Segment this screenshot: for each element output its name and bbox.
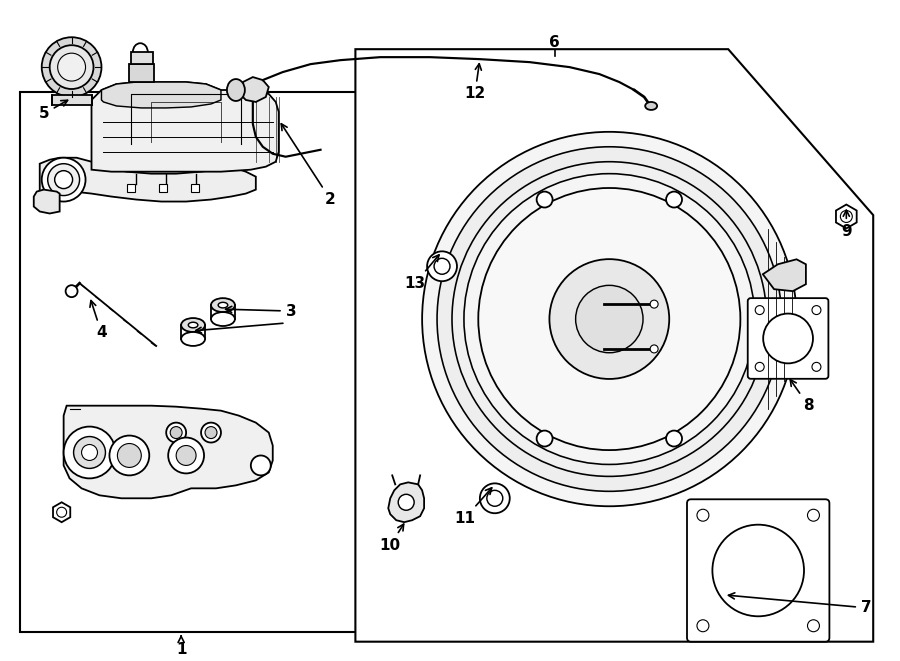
- Circle shape: [168, 438, 204, 473]
- Circle shape: [536, 192, 553, 208]
- Circle shape: [58, 53, 86, 81]
- Circle shape: [117, 444, 141, 467]
- Circle shape: [812, 362, 821, 371]
- Polygon shape: [34, 190, 59, 214]
- Polygon shape: [102, 82, 221, 108]
- Text: 10: 10: [380, 524, 404, 553]
- Polygon shape: [388, 483, 424, 522]
- Circle shape: [41, 37, 102, 97]
- Bar: [131, 52, 153, 64]
- Text: 11: 11: [454, 488, 491, 525]
- Bar: [159, 184, 167, 192]
- FancyBboxPatch shape: [748, 298, 828, 379]
- Polygon shape: [763, 259, 806, 291]
- Circle shape: [650, 345, 658, 353]
- Polygon shape: [92, 82, 279, 172]
- Ellipse shape: [188, 322, 198, 328]
- Circle shape: [398, 494, 414, 510]
- Polygon shape: [53, 502, 70, 522]
- Circle shape: [807, 620, 819, 632]
- Text: 13: 13: [405, 255, 439, 291]
- Bar: [191, 184, 199, 192]
- Ellipse shape: [645, 102, 657, 110]
- Text: 1: 1: [176, 636, 186, 657]
- Circle shape: [251, 455, 271, 475]
- Text: 2: 2: [282, 124, 336, 207]
- Circle shape: [170, 426, 182, 438]
- Circle shape: [166, 422, 186, 442]
- Circle shape: [57, 507, 67, 517]
- Circle shape: [487, 490, 503, 506]
- Circle shape: [478, 188, 741, 450]
- Ellipse shape: [218, 302, 228, 308]
- Circle shape: [576, 286, 643, 353]
- Circle shape: [763, 313, 813, 364]
- Ellipse shape: [227, 79, 245, 101]
- Circle shape: [666, 430, 682, 447]
- Circle shape: [549, 259, 670, 379]
- Circle shape: [55, 171, 73, 188]
- Circle shape: [697, 620, 709, 632]
- Circle shape: [434, 258, 450, 274]
- Circle shape: [82, 444, 97, 461]
- Bar: [130, 64, 154, 82]
- Ellipse shape: [211, 312, 235, 326]
- Polygon shape: [40, 158, 256, 202]
- Text: 9: 9: [841, 210, 851, 239]
- Circle shape: [176, 446, 196, 465]
- Circle shape: [74, 436, 105, 469]
- Bar: [20, 92, 356, 632]
- Circle shape: [205, 426, 217, 438]
- Circle shape: [464, 174, 755, 465]
- Circle shape: [841, 210, 852, 223]
- Polygon shape: [243, 77, 269, 102]
- Circle shape: [812, 305, 821, 315]
- Circle shape: [50, 45, 94, 89]
- Circle shape: [201, 422, 221, 442]
- Circle shape: [437, 147, 781, 491]
- Circle shape: [755, 362, 764, 371]
- Bar: [128, 184, 135, 192]
- Ellipse shape: [211, 298, 235, 312]
- Circle shape: [110, 436, 149, 475]
- Bar: [51, 95, 92, 105]
- Text: 5: 5: [39, 100, 68, 122]
- Circle shape: [755, 305, 764, 315]
- Polygon shape: [356, 49, 873, 642]
- Circle shape: [428, 251, 457, 281]
- Circle shape: [41, 158, 86, 202]
- Polygon shape: [64, 406, 273, 498]
- Circle shape: [480, 483, 509, 513]
- Circle shape: [697, 509, 709, 521]
- Text: 12: 12: [464, 63, 485, 102]
- Circle shape: [422, 132, 796, 506]
- Circle shape: [64, 426, 115, 479]
- Text: 4: 4: [90, 301, 107, 340]
- Circle shape: [807, 509, 819, 521]
- Circle shape: [713, 525, 804, 616]
- Circle shape: [66, 285, 77, 297]
- Circle shape: [666, 192, 682, 208]
- Text: 6: 6: [549, 35, 560, 50]
- Text: 8: 8: [790, 379, 814, 413]
- FancyBboxPatch shape: [687, 499, 830, 642]
- Ellipse shape: [181, 332, 205, 346]
- Circle shape: [48, 164, 79, 196]
- Text: 3: 3: [226, 303, 296, 319]
- Ellipse shape: [181, 318, 205, 332]
- Polygon shape: [836, 204, 857, 229]
- Circle shape: [452, 162, 767, 477]
- Text: 7: 7: [728, 593, 871, 615]
- Circle shape: [650, 300, 658, 308]
- Circle shape: [536, 430, 553, 447]
